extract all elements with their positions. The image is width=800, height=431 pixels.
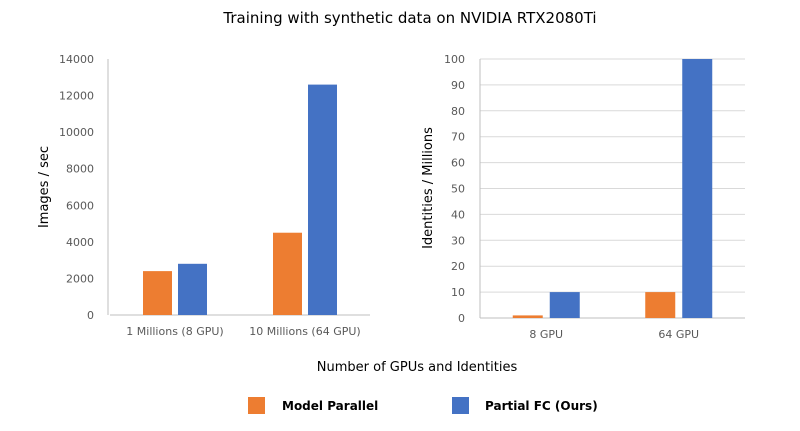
- y-tick-label: 100: [444, 53, 465, 66]
- y-tick-label: 0: [458, 312, 465, 325]
- chart-title: Training with synthetic data on NVIDIA R…: [222, 9, 596, 27]
- legend-label-model-parallel: Model Parallel: [282, 399, 378, 413]
- x-tick-label: 10 Millions (64 GPU): [249, 325, 360, 338]
- identities-chart: 0 10 20 30 40 50 60 70 80 90 100 Identities / Milli…: [421, 53, 745, 341]
- images-per-sec-chart: 0 2000 4000 6000 8000 10000 12000 14000 Images /…: [37, 53, 370, 338]
- y-tick-label: 30: [451, 234, 465, 247]
- y-tick-label: 8000: [66, 163, 94, 176]
- y-tick-label: 0: [87, 309, 94, 322]
- y-tick-label: 10: [451, 286, 465, 299]
- y-axis-label: Identities / Millions: [421, 127, 436, 249]
- y-tick-label: 14000: [59, 53, 94, 66]
- y-tick-label: 2000: [66, 272, 94, 285]
- legend-swatch-model-parallel: [248, 397, 265, 414]
- bar-model-parallel: [273, 232, 302, 315]
- x-tick-label: 64 GPU: [658, 328, 699, 341]
- y-tick-label: 6000: [66, 199, 94, 212]
- bar-model-parallel: [512, 315, 543, 318]
- y-tick-label: 20: [451, 260, 465, 273]
- y-tick-label: 10000: [59, 126, 94, 139]
- x-axis-label: Number of GPUs and Identities: [317, 360, 518, 375]
- legend: Model Parallel Partial FC (Ours): [248, 397, 598, 414]
- y-tick-label: 70: [451, 131, 465, 144]
- bar-partial-fc-ours: [682, 59, 713, 318]
- bar-model-parallel: [645, 292, 676, 318]
- x-tick-label: 8 GPU: [529, 328, 563, 341]
- y-tick-label: 80: [451, 105, 465, 118]
- y-tick-label: 4000: [66, 236, 94, 249]
- y-tick-label: 50: [451, 183, 465, 196]
- y-tick-label: 90: [451, 79, 465, 92]
- legend-swatch-partial-fc: [452, 397, 469, 414]
- y-tick-label: 60: [451, 157, 465, 170]
- y-axis-label: Images / sec: [37, 146, 52, 228]
- y-tick-label: 12000: [59, 90, 94, 103]
- legend-label-partial-fc: Partial FC (Ours): [485, 399, 598, 413]
- bar-partial-fc-ours: [308, 84, 337, 315]
- y-tick-label: 40: [451, 208, 465, 221]
- bar-model-parallel: [143, 271, 172, 315]
- bar-partial-fc-ours: [178, 263, 207, 315]
- bar-partial-fc-ours: [549, 292, 580, 318]
- x-tick-label: 1 Millions (8 GPU): [126, 325, 223, 338]
